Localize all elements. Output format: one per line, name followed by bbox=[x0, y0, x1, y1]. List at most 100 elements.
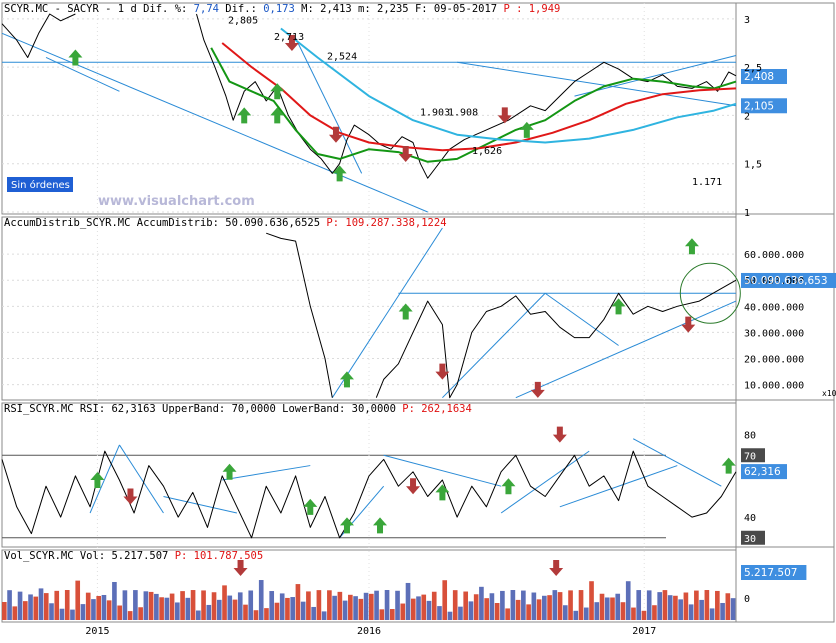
series-accum bbox=[375, 279, 737, 399]
volume-bar bbox=[185, 597, 191, 620]
volume-bar bbox=[673, 595, 678, 620]
volume-bar bbox=[159, 597, 164, 620]
arrow-up-icon bbox=[519, 121, 534, 138]
volume-bar bbox=[405, 582, 411, 620]
volume-bar bbox=[112, 581, 117, 620]
volume-bar bbox=[599, 593, 605, 620]
volume-bar bbox=[80, 604, 86, 620]
y-tick-label: 1,5 bbox=[744, 160, 762, 171]
highlight-circle bbox=[679, 262, 741, 324]
volume-bar bbox=[557, 592, 563, 620]
trendline bbox=[222, 465, 311, 481]
volume-bar bbox=[369, 593, 374, 620]
series-ma-long bbox=[280, 27, 737, 144]
volume-bar bbox=[589, 581, 594, 620]
volume-bar bbox=[510, 590, 516, 620]
arrow-up-icon bbox=[339, 371, 354, 388]
trendline bbox=[45, 57, 120, 92]
x-tick-label: 2015 bbox=[85, 626, 109, 637]
trendline bbox=[383, 454, 502, 487]
value-label: 2,105 bbox=[744, 100, 774, 112]
arrow-down-icon bbox=[406, 478, 421, 495]
header-segment: SCYR.MC - SACYR - bbox=[4, 3, 118, 15]
volume-bar bbox=[652, 605, 657, 620]
volume-bar bbox=[594, 602, 600, 620]
trendline bbox=[295, 37, 363, 174]
volume-bar bbox=[295, 584, 301, 620]
series-accum bbox=[266, 232, 333, 398]
arrow-up-icon bbox=[435, 484, 450, 501]
volume-bar bbox=[688, 604, 694, 620]
y-tick-label: 0 bbox=[744, 594, 750, 605]
volume-bar bbox=[452, 590, 458, 620]
volume-bar bbox=[75, 580, 81, 620]
panel-header: RSI_SCYR.MC RSI: 62,3163 UpperBand: 70,0… bbox=[4, 403, 472, 415]
arrow-up-icon bbox=[684, 238, 699, 255]
arrow-down-icon bbox=[123, 488, 138, 505]
volume-bar bbox=[33, 596, 39, 620]
volume-bar bbox=[463, 591, 469, 620]
volume-bar bbox=[536, 599, 542, 620]
volume-bar bbox=[426, 600, 432, 620]
price-annotation: 1.903 bbox=[420, 107, 450, 118]
price-annotation: 2,805 bbox=[228, 16, 258, 27]
volume-bar bbox=[258, 580, 264, 620]
trendline bbox=[574, 55, 737, 97]
value-label-bg bbox=[741, 98, 787, 114]
price-annotation: 1.908 bbox=[448, 107, 478, 118]
volume-bar bbox=[22, 601, 28, 620]
volume-bar bbox=[353, 596, 358, 620]
volume-bar bbox=[583, 607, 589, 620]
accum-panel bbox=[1, 216, 737, 401]
y-tick-label: 3 bbox=[744, 15, 750, 26]
header-segment: 7,74 bbox=[194, 3, 226, 15]
header-segment: Vol_SCYR.MC Vol: 5.217.507 bbox=[4, 550, 175, 562]
volume-bar bbox=[500, 590, 505, 620]
volume-bar bbox=[190, 590, 196, 620]
volume-bar bbox=[49, 603, 54, 620]
volume-bar bbox=[195, 610, 201, 620]
arrow-up-icon bbox=[68, 49, 83, 66]
volume-bar bbox=[306, 591, 311, 620]
volume-bar bbox=[211, 592, 217, 620]
value-label-bg bbox=[741, 464, 787, 480]
volume-bar bbox=[662, 590, 668, 620]
volume-bar bbox=[521, 590, 526, 620]
arrow-up-icon bbox=[398, 303, 413, 320]
marks-layer bbox=[1, 13, 836, 620]
trendline bbox=[500, 450, 590, 514]
arrow-down-icon bbox=[398, 146, 413, 163]
volume-bar bbox=[646, 590, 652, 620]
volume-bar bbox=[410, 598, 416, 620]
volume-bar bbox=[725, 593, 731, 620]
volume-bar bbox=[625, 581, 631, 620]
panel-header: Vol_SCYR.MC Vol: 5.217.507 P: 101.787.50… bbox=[4, 550, 263, 562]
price-badge: Sin órdenes bbox=[7, 177, 73, 192]
value-label: 2,408 bbox=[744, 71, 774, 83]
panel-header: SCYR.MC - SACYR - 1 d Dif. %: 7,74 Dif.:… bbox=[4, 3, 560, 15]
volume-bar bbox=[7, 590, 12, 620]
volume-bar bbox=[715, 590, 720, 620]
volume-bar bbox=[106, 600, 112, 620]
arrow-down-icon bbox=[681, 316, 696, 333]
trendline bbox=[633, 438, 722, 487]
arrow-up-icon bbox=[237, 107, 252, 124]
y-tick-label: 70 bbox=[744, 451, 756, 462]
volume-bar bbox=[222, 585, 227, 620]
volume-bar bbox=[101, 594, 107, 620]
y-tick-label: 20.000.000 bbox=[744, 355, 804, 366]
volume-bar bbox=[96, 595, 102, 620]
series-ma-mid bbox=[221, 42, 737, 152]
y-tick-label: 1 bbox=[744, 208, 750, 219]
volume-bar bbox=[237, 592, 243, 620]
value-label: 62,316 bbox=[744, 466, 781, 478]
volume-bar bbox=[395, 590, 400, 620]
volume-bar bbox=[526, 604, 531, 620]
volume-bar bbox=[206, 604, 212, 620]
arrow-up-icon bbox=[611, 298, 626, 315]
volume-bar bbox=[169, 593, 175, 620]
arrow-down-icon bbox=[435, 363, 450, 380]
arrow-down-icon bbox=[233, 560, 248, 576]
arrow-up-icon bbox=[90, 472, 105, 488]
